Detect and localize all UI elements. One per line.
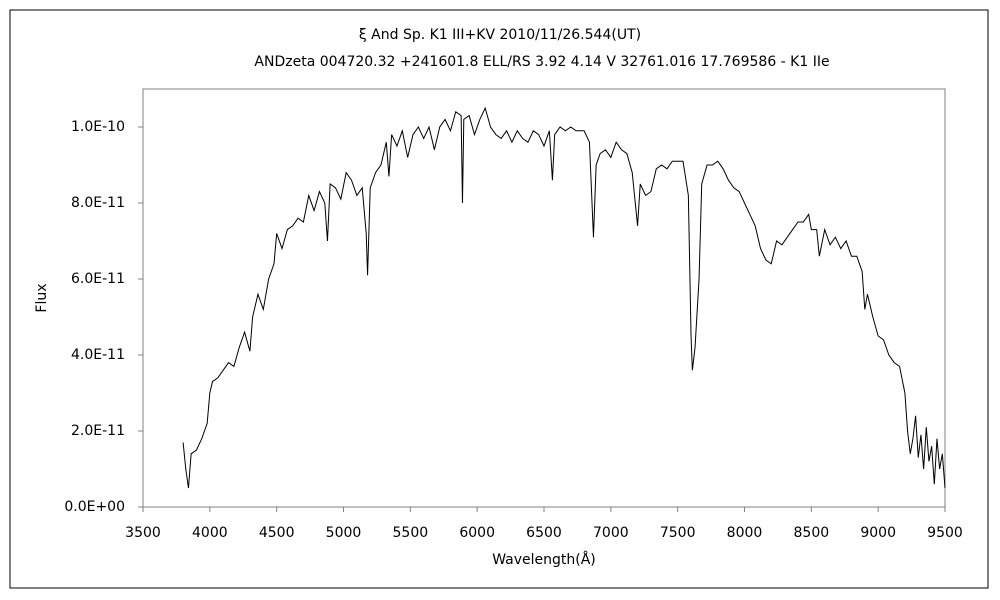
y-tick-label: 1.0E-10 <box>71 119 125 135</box>
x-tick-label: 9500 <box>927 525 963 541</box>
chart-title: ξ And Sp. K1 III+KV 2010/11/26.544(UT) <box>359 27 641 43</box>
x-tick-label: 7500 <box>660 525 696 541</box>
y-tick-label: 6.0E-11 <box>71 271 125 287</box>
x-axis-label: Wavelength(Å) <box>492 551 596 568</box>
x-tick-label: 6000 <box>459 525 495 541</box>
plot-area <box>142 88 946 508</box>
x-tick-label: 8500 <box>794 525 830 541</box>
x-tick-label: 5000 <box>326 525 362 541</box>
y-tick-label: 0.0E+00 <box>64 499 125 515</box>
y-tick-label: 4.0E-11 <box>71 347 125 363</box>
y-tick-label: 8.0E-11 <box>71 195 125 211</box>
y-axis-label: Flux <box>34 283 50 312</box>
x-tick-label: 6500 <box>526 525 562 541</box>
x-tick-label: 5500 <box>393 525 429 541</box>
x-tick-label: 4500 <box>259 525 295 541</box>
x-tick-label: 9000 <box>860 525 896 541</box>
x-tick-label: 3500 <box>125 525 161 541</box>
spectrum-line <box>182 106 946 489</box>
x-tick-label: 8000 <box>727 525 763 541</box>
x-tick-label: 4000 <box>192 525 228 541</box>
x-tick-label: 7000 <box>593 525 629 541</box>
chart-subtitle: ANDzeta 004720.32 +241601.8 ELL/RS 3.92 … <box>254 54 829 70</box>
y-tick-label: 2.0E-11 <box>71 423 125 439</box>
